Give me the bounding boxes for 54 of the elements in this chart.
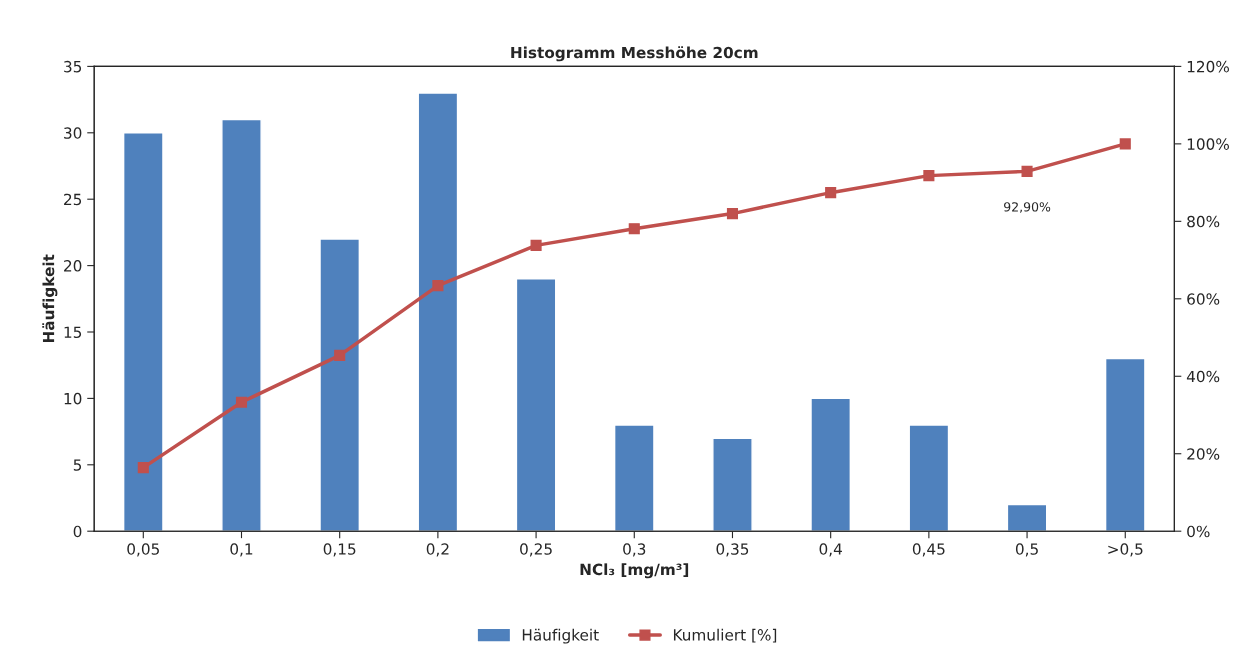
y-tick-label: 15 <box>64 326 82 339</box>
y2-tick-label: 40% <box>1186 370 1220 383</box>
x-tick-label: 0,05 <box>127 543 159 557</box>
y-tick-label: 25 <box>64 193 82 206</box>
x-tick-label: 0,4 <box>819 543 842 557</box>
y2-tick-label: 60% <box>1187 293 1220 305</box>
bar <box>1006 503 1048 532</box>
x-tick-label: 0,1 <box>230 543 253 557</box>
point <box>825 187 837 199</box>
legend-label: Häufigkeit <box>522 628 599 644</box>
point <box>137 462 149 474</box>
bar <box>908 424 950 532</box>
point <box>726 208 739 220</box>
y-tick-label: 30 <box>64 127 82 139</box>
x-tick-label: 0,45 <box>912 543 945 557</box>
point <box>1119 138 1131 150</box>
chart-title: Histogramm Messhöhe 20cm <box>511 46 758 62</box>
x-tick-label: 0,3 <box>623 543 646 557</box>
bar <box>613 424 655 532</box>
point <box>923 170 935 182</box>
point <box>334 349 346 361</box>
x-tick-label: >0,5 <box>1108 543 1143 557</box>
y2-tick-label: 20% <box>1187 448 1220 460</box>
point <box>235 396 248 408</box>
bar <box>417 92 459 532</box>
bar <box>1104 357 1146 532</box>
x-axis-title: NCl₃ [mg/m³] <box>580 563 689 579</box>
y-tick-label: 10 <box>64 392 82 405</box>
y2-tick-label: 100% <box>1187 138 1229 150</box>
bar <box>122 132 164 532</box>
bar <box>810 397 852 532</box>
x-tick-label: 0,2 <box>426 543 449 557</box>
point <box>1021 165 1033 177</box>
point <box>628 223 640 235</box>
y-tick-label: 0 <box>73 525 82 538</box>
bar <box>712 437 753 532</box>
y-tick-label: 5 <box>73 459 82 471</box>
x-tick-label: 0,35 <box>716 543 749 557</box>
point <box>432 280 444 292</box>
y2-tick-label: 0% <box>1187 525 1210 538</box>
y-tick-label: 35 <box>64 60 82 73</box>
y2-tick-label: 80% <box>1187 215 1220 228</box>
x-tick-label: 0,5 <box>1015 543 1038 557</box>
bar <box>515 278 557 532</box>
point <box>530 239 542 251</box>
x-tick-label: 0,25 <box>520 543 552 557</box>
data-label: 92,90% <box>1004 202 1051 213</box>
y-axis-title: Häufigkeit <box>42 254 58 343</box>
x-tick-label: 0,15 <box>323 543 356 557</box>
y-tick-label: 20 <box>64 260 82 272</box>
legend-label: Kumuliert [%] <box>673 628 777 643</box>
bar <box>221 118 262 532</box>
y2-tick-label: 120% <box>1187 60 1229 73</box>
bar <box>319 238 361 532</box>
